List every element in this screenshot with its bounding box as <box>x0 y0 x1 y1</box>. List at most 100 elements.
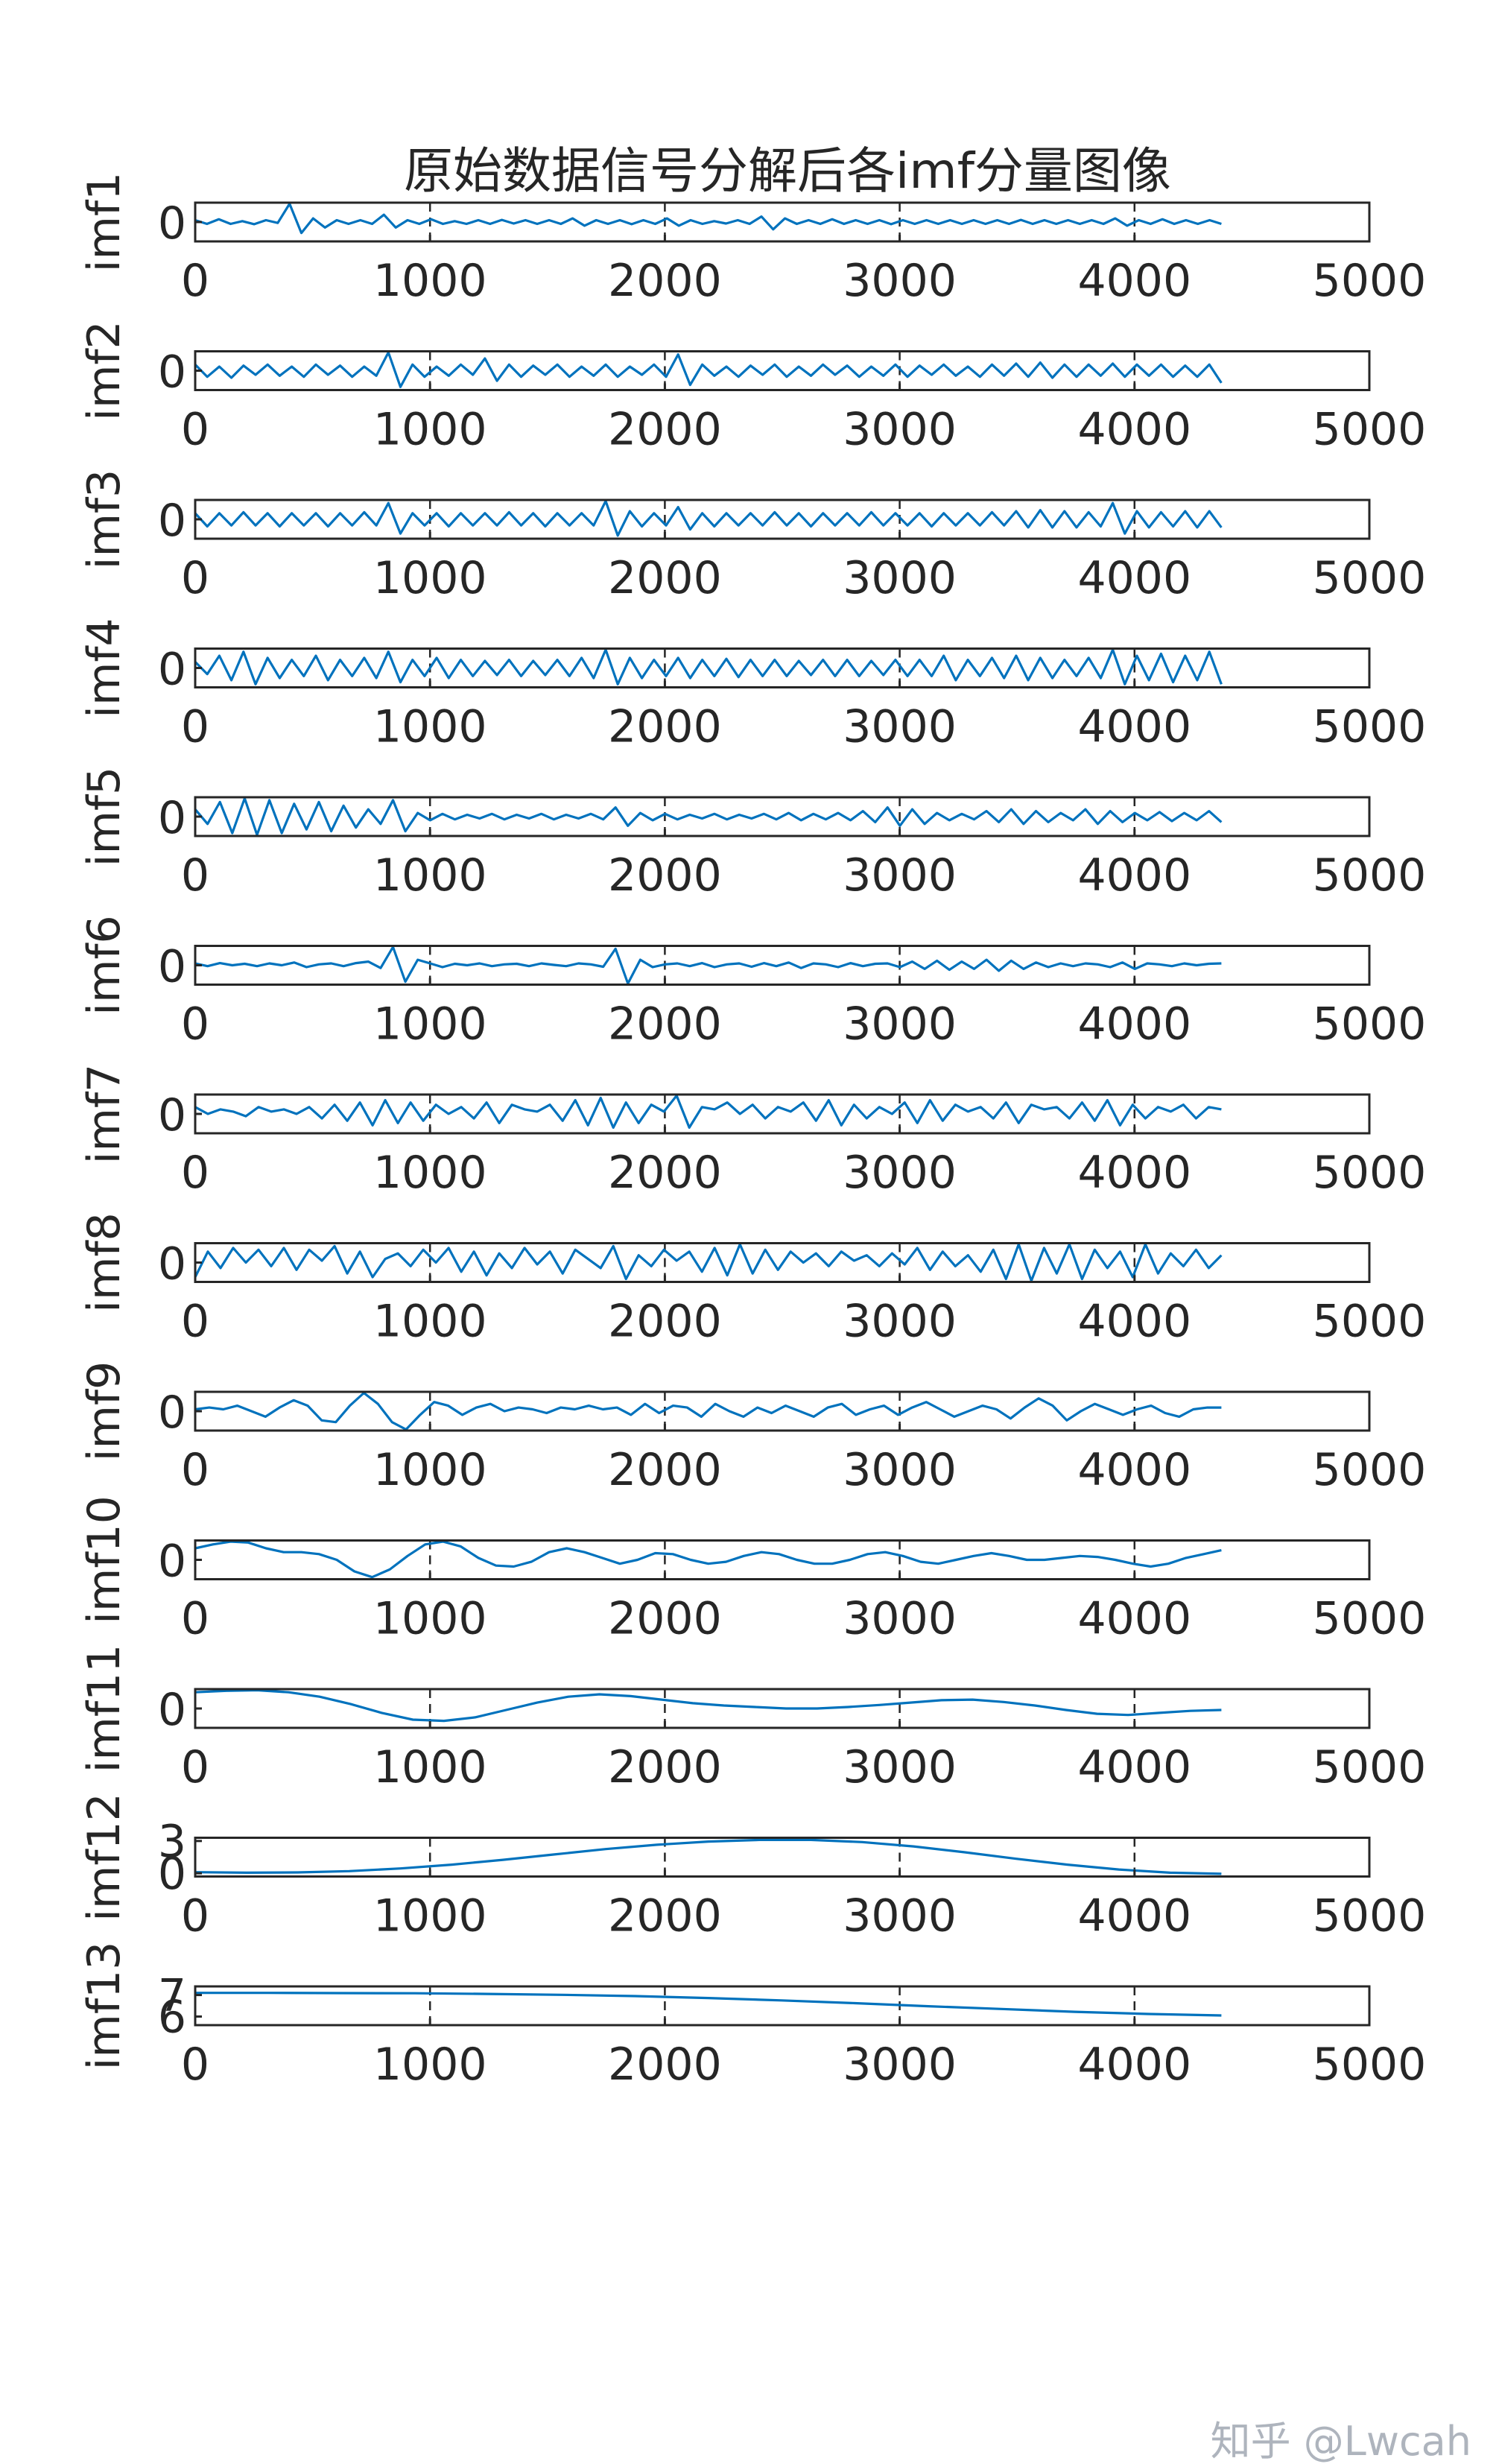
y-tick-label: 7 <box>158 1970 186 2022</box>
y-axis-label: imf10 <box>78 1495 130 1624</box>
series-line-imf6 <box>194 946 1222 985</box>
x-tick-label: 2000 <box>608 552 722 604</box>
x-tick-label: 2000 <box>608 849 722 902</box>
x-tick-label: 4000 <box>1077 1593 1191 1645</box>
x-tick-label: 1000 <box>373 1147 487 1199</box>
x-tick-label: 0 <box>181 849 209 902</box>
x-tick-label: 0 <box>181 1890 209 1942</box>
x-tick-label: 5000 <box>1313 849 1427 902</box>
subplot-imf5: 0 1000 2000 3000 4000 5000 0 imf5 <box>78 767 1426 902</box>
x-tick-label: 2000 <box>608 998 722 1051</box>
y-tick-label: 0 <box>158 346 186 399</box>
y-axis-label: imf7 <box>78 1064 130 1164</box>
x-tick-label: 0 <box>181 1444 209 1496</box>
x-tick-label: 3000 <box>843 1444 957 1496</box>
subplot-imf9: 0 1000 2000 3000 4000 5000 0 imf9 <box>78 1361 1426 1496</box>
x-tick-label: 3000 <box>843 1296 957 1348</box>
x-tick-label: 1000 <box>373 552 487 604</box>
y-axis-label: imf13 <box>78 1942 130 2071</box>
x-tick-label: 1000 <box>373 1296 487 1348</box>
x-tick-label: 3000 <box>843 255 957 307</box>
series-line-imf9 <box>194 1391 1222 1431</box>
x-tick-label: 4000 <box>1077 1444 1191 1496</box>
subplot-imf2: 0 1000 2000 3000 4000 5000 0 imf2 <box>78 320 1426 455</box>
y-axis-label: imf12 <box>78 1793 130 1922</box>
x-tick-label: 2000 <box>608 1890 722 1942</box>
series-line-imf8 <box>194 1243 1223 1282</box>
x-tick-label: 4000 <box>1077 255 1191 307</box>
x-tick-label: 3000 <box>843 998 957 1051</box>
series-line-imf5 <box>194 796 1223 837</box>
y-tick-label: 3 <box>158 1816 186 1868</box>
series-line-imf3 <box>194 499 1223 537</box>
x-tick-label: 4000 <box>1077 1741 1191 1793</box>
subplot-imf13: 0 1000 2000 3000 4000 5000 76 imf13 <box>78 1942 1426 2091</box>
x-tick-label: 2000 <box>608 2039 722 2091</box>
subplot-imf8: 0 1000 2000 3000 4000 5000 0 imf8 <box>78 1212 1426 1347</box>
x-tick-label: 1000 <box>373 1444 487 1496</box>
x-tick-label: 4000 <box>1077 552 1191 604</box>
y-axis-label: imf8 <box>78 1212 130 1312</box>
x-tick-label: 5000 <box>1313 1444 1427 1496</box>
x-tick-label: 5000 <box>1313 552 1427 604</box>
x-tick-label: 1000 <box>373 998 487 1051</box>
x-tick-label: 3000 <box>843 1741 957 1793</box>
x-tick-label: 0 <box>181 1147 209 1199</box>
x-tick-label: 3000 <box>843 1593 957 1645</box>
axes-frame <box>194 1837 1371 1878</box>
x-tick-label: 3000 <box>843 2039 957 2091</box>
x-tick-label: 5000 <box>1313 701 1427 753</box>
x-tick-label: 0 <box>181 1741 209 1793</box>
subplot-imf1: 0 1000 2000 3000 4000 5000 0 imf1 <box>78 172 1426 307</box>
x-tick-label: 4000 <box>1077 849 1191 902</box>
x-tick-label: 3000 <box>843 552 957 604</box>
x-tick-label: 0 <box>181 998 209 1051</box>
watermark: 知乎 @Lwcah <box>1211 2418 1471 2464</box>
subplot-imf6: 0 1000 2000 3000 4000 5000 0 imf6 <box>78 915 1426 1050</box>
x-tick-label: 3000 <box>843 404 957 456</box>
series-line-imf10 <box>194 1540 1222 1579</box>
x-tick-label: 1000 <box>373 849 487 902</box>
x-tick-label: 4000 <box>1077 1147 1191 1199</box>
x-tick-label: 5000 <box>1313 404 1427 456</box>
subplot-imf7: 0 1000 2000 3000 4000 5000 0 imf7 <box>78 1064 1426 1199</box>
y-axis-label: imf1 <box>78 172 130 272</box>
y-tick-label: 0 <box>158 1387 186 1439</box>
y-axis-label: imf9 <box>78 1361 130 1461</box>
y-tick-label: 0 <box>158 1848 186 1900</box>
y-tick-label: 0 <box>158 1536 186 1588</box>
x-tick-label: 0 <box>181 255 209 307</box>
series-line-imf12 <box>194 1838 1222 1875</box>
x-tick-label: 5000 <box>1313 1593 1427 1645</box>
x-tick-label: 4000 <box>1077 1890 1191 1942</box>
y-tick-label: 0 <box>158 1238 186 1290</box>
subplot-imf4: 0 1000 2000 3000 4000 5000 0 imf4 <box>78 618 1426 753</box>
series-line-imf1 <box>194 202 1222 235</box>
x-tick-label: 4000 <box>1077 701 1191 753</box>
series-line-imf11 <box>194 1688 1222 1723</box>
x-tick-label: 4000 <box>1077 2039 1191 2091</box>
x-tick-label: 2000 <box>608 404 722 456</box>
y-axis-label: imf4 <box>78 618 130 718</box>
x-tick-label: 5000 <box>1313 998 1427 1051</box>
x-tick-label: 1000 <box>373 701 487 753</box>
y-tick-label: 6 <box>158 1991 186 2043</box>
x-tick-label: 3000 <box>843 701 957 753</box>
subplot-imf10: 0 1000 2000 3000 4000 5000 0 imf10 <box>78 1495 1426 1644</box>
x-tick-label: 5000 <box>1313 1296 1427 1348</box>
x-tick-label: 2000 <box>608 255 722 307</box>
x-tick-label: 2000 <box>608 1741 722 1793</box>
x-tick-label: 4000 <box>1077 1296 1191 1348</box>
y-tick-label: 0 <box>158 495 186 547</box>
series-line-imf7 <box>194 1094 1222 1130</box>
x-tick-label: 1000 <box>373 255 487 307</box>
x-tick-label: 5000 <box>1313 2039 1427 2091</box>
y-axis-label: imf3 <box>78 469 130 569</box>
x-tick-label: 1000 <box>373 1741 487 1793</box>
axes-frame <box>194 1985 1371 2027</box>
x-tick-label: 0 <box>181 1296 209 1348</box>
axes-background <box>195 1540 1369 1580</box>
